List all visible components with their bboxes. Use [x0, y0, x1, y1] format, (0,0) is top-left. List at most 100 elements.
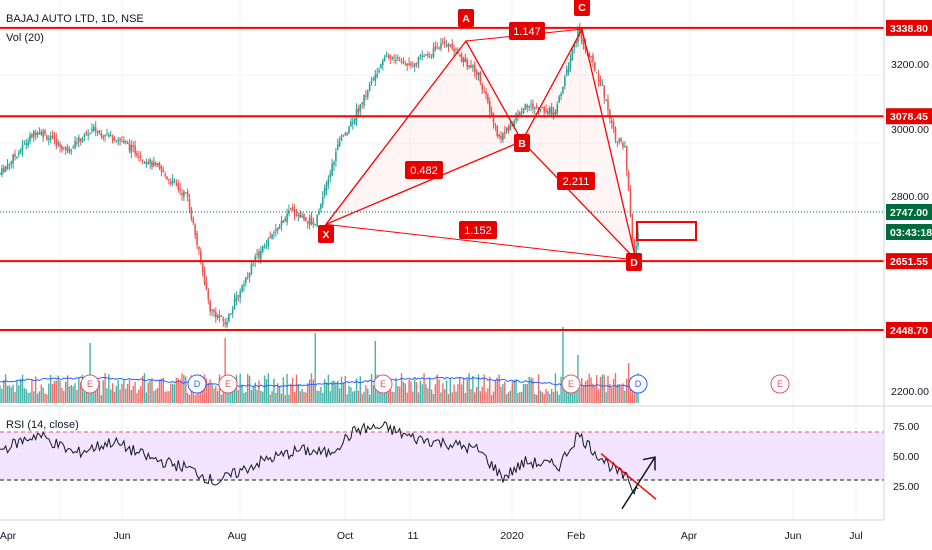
candle-body: [260, 250, 262, 260]
candle-body: [518, 112, 521, 116]
volume-bar: [430, 389, 433, 403]
volume-bar: [612, 378, 615, 403]
candle-body: [453, 48, 455, 52]
candle-body: [68, 149, 71, 153]
volume-bar: [280, 393, 283, 403]
candle-body: [468, 64, 470, 67]
candle-body: [552, 112, 555, 115]
volume-bar: [228, 386, 230, 403]
candle-body: [233, 298, 236, 309]
volume-bar: [333, 380, 335, 403]
candle-body: [532, 103, 534, 109]
candle-body: [85, 132, 88, 134]
candle-body: [177, 183, 180, 190]
volume-bar: [569, 384, 572, 403]
volume-bar: [102, 380, 104, 403]
candle-body: [108, 134, 110, 137]
candle-body: [171, 180, 174, 184]
volume-bar: [472, 375, 474, 403]
volume-bar: [520, 391, 523, 403]
horizontal-levels[interactable]: [0, 26, 884, 331]
rsi-tick-label: 75.00: [893, 421, 919, 433]
volume-bar: [85, 382, 88, 403]
candle-body: [440, 43, 442, 49]
volume-bar: [432, 393, 435, 403]
candle-body: [442, 41, 444, 43]
candle-body: [218, 315, 221, 318]
volume-bar: [179, 379, 181, 403]
candle-body: [153, 162, 155, 166]
price-level-tag: [886, 19, 932, 36]
candle-body: [500, 135, 502, 139]
volume-bar: [479, 391, 482, 403]
candle-body: [199, 251, 202, 262]
candle-body: [554, 111, 557, 115]
candle-body: [280, 221, 283, 226]
candle-body: [507, 126, 510, 131]
candle-body: [2, 167, 5, 173]
candle-body: [55, 138, 58, 147]
candle-body: [0, 172, 1, 174]
pattern-ratio-label: 0.482: [410, 165, 438, 177]
candle-body: [186, 191, 189, 198]
candle-body: [31, 133, 33, 138]
candle-body: [57, 142, 59, 145]
candle-body: [455, 48, 457, 50]
candle-body: [571, 49, 574, 61]
volume-bar: [534, 393, 536, 403]
volume-bar: [421, 384, 423, 403]
volume-bar: [592, 383, 594, 403]
candle-body: [569, 58, 572, 69]
pattern-ratio-tag: [405, 161, 443, 179]
rsi-tick-label: 25.00: [893, 481, 919, 493]
rsi-trendline: [600, 453, 657, 500]
candle-body: [164, 174, 166, 176]
volume-bar: [273, 378, 275, 403]
volume-bar: [344, 375, 346, 403]
rsi-band: [0, 431, 884, 481]
volume-bar: [74, 383, 76, 403]
rsi-arrow-shaft: [621, 456, 656, 510]
pattern-bcd-triangle: [521, 27, 638, 263]
volume-bar: [584, 381, 587, 403]
candle-body: [498, 134, 500, 137]
pattern-point-tag: [574, 0, 590, 16]
pattern-point-label: A: [462, 13, 470, 25]
volume-bar: [19, 378, 22, 403]
candle-body: [340, 136, 343, 141]
event-marker: [628, 374, 648, 394]
candle-body: [173, 181, 176, 183]
candle-body: [290, 208, 292, 210]
candle-body: [42, 131, 44, 138]
candle-body: [620, 138, 622, 142]
volume-bar: [4, 374, 7, 403]
time-tick-label: Aug: [228, 530, 247, 542]
volume-bar: [252, 387, 255, 403]
candle-body: [119, 138, 121, 141]
volume-bar: [359, 376, 361, 403]
event-marker: [770, 374, 790, 394]
candle-body: [51, 136, 54, 138]
time-tick-label: Jul: [849, 530, 862, 542]
candle-body: [342, 135, 345, 137]
volume-bar: [0, 385, 1, 403]
volume-bar: [462, 377, 465, 403]
volume-bar: [423, 373, 425, 403]
harmonic-pattern[interactable]: X A B C D 1.147 0.482 2.211 1.152: [318, 0, 697, 271]
candle-body: [168, 179, 170, 181]
candle-body: [528, 106, 530, 108]
volume-bar: [327, 374, 330, 403]
candle-body: [443, 41, 446, 44]
volume-bar: [511, 381, 513, 403]
volume-bar: [323, 379, 326, 403]
volume-bar: [192, 392, 194, 403]
candle-body: [267, 238, 270, 246]
volume-bar: [263, 375, 266, 403]
candle-body: [256, 253, 258, 255]
price-tick-label: 3000.00: [891, 124, 929, 136]
candle-body: [224, 322, 226, 325]
candle-body: [524, 103, 527, 110]
volume-bar: [477, 374, 480, 403]
